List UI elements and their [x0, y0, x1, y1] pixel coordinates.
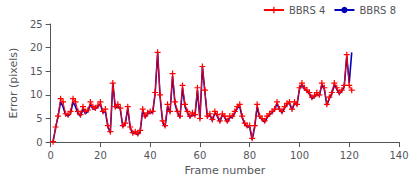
svg-text:Error (pixels): Error (pixels) — [7, 48, 20, 119]
svg-text:15: 15 — [30, 66, 43, 77]
svg-text:Frame number: Frame number — [184, 164, 265, 177]
svg-text:5: 5 — [36, 113, 42, 124]
svg-text:40: 40 — [144, 150, 157, 161]
svg-text:80: 80 — [243, 150, 256, 161]
svg-text:0: 0 — [47, 150, 53, 161]
svg-text:100: 100 — [290, 150, 309, 161]
svg-text:60: 60 — [194, 150, 207, 161]
svg-text:20: 20 — [30, 42, 43, 53]
svg-text:BBRS 8: BBRS 8 — [359, 5, 396, 16]
svg-text:BBRS 4: BBRS 4 — [289, 5, 326, 16]
svg-text:0: 0 — [36, 137, 42, 148]
svg-text:10: 10 — [30, 89, 43, 100]
svg-text:120: 120 — [340, 150, 359, 161]
svg-text:25: 25 — [30, 19, 43, 30]
svg-text:20: 20 — [94, 150, 107, 161]
svg-text:140: 140 — [389, 150, 408, 161]
